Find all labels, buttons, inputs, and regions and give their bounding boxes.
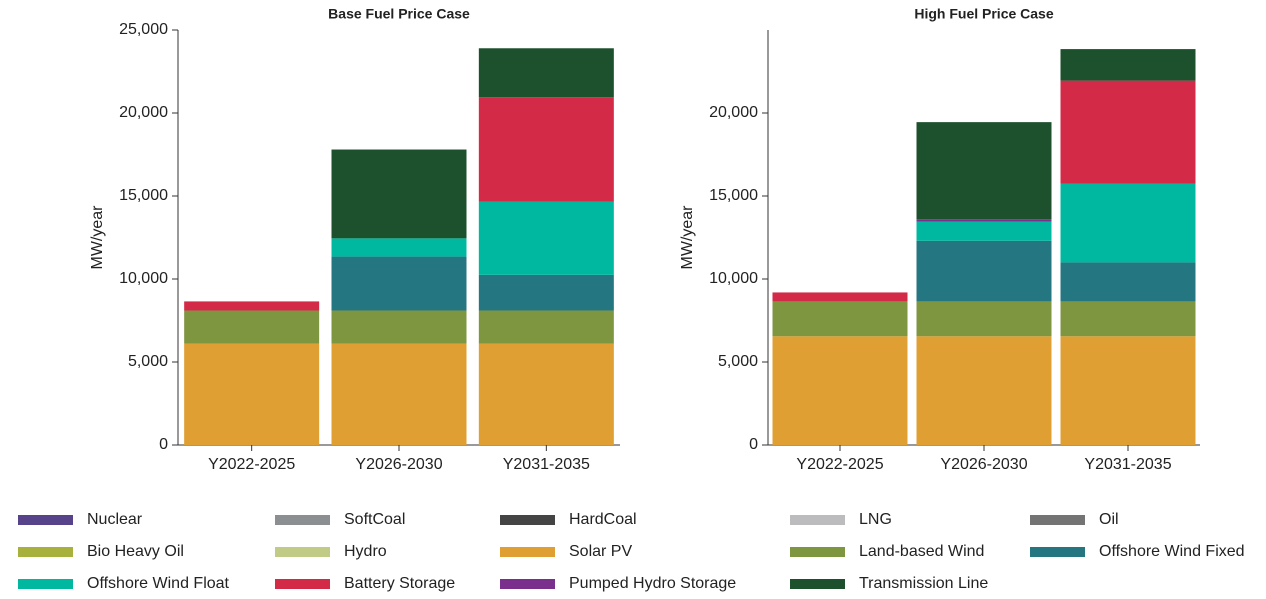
bar-segment — [184, 301, 320, 311]
legend-swatch — [790, 547, 845, 557]
legend-label: Solar PV — [569, 543, 632, 560]
y-tick-label: 20,000 — [119, 104, 168, 121]
legend-label: LNG — [859, 511, 892, 528]
y-tick-label: 5,000 — [128, 353, 168, 370]
bar-segment — [478, 201, 614, 275]
bar-segment — [916, 301, 1052, 337]
bar-segment — [916, 336, 1052, 445]
legend-label: Pumped Hydro Storage — [569, 575, 736, 592]
bar-segment — [331, 343, 467, 445]
legend-label: SoftCoal — [344, 511, 405, 528]
bar-segment — [331, 238, 467, 257]
y-axis-label: MW/year — [679, 205, 696, 270]
legend-swatch — [1030, 515, 1085, 525]
legend-label: HardCoal — [569, 511, 637, 528]
y-tick-label: 5,000 — [718, 353, 758, 370]
bar-segment — [772, 292, 908, 302]
bar-segment — [478, 48, 614, 98]
bar-segment — [331, 256, 467, 311]
legend-swatch — [275, 515, 330, 525]
x-tick-label: Y2022-2025 — [208, 456, 295, 473]
bar-segment — [916, 240, 1052, 302]
x-tick-label: Y2031-2035 — [503, 456, 590, 473]
legend-swatch — [18, 547, 73, 557]
y-tick-label: 0 — [749, 436, 758, 453]
y-axis-label: MW/year — [89, 205, 106, 270]
legend-swatch — [500, 547, 555, 557]
bar-segment — [916, 219, 1052, 222]
legend-label: Offshore Wind Float — [87, 575, 230, 592]
bar-segment — [772, 336, 908, 445]
y-tick-label: 0 — [159, 436, 168, 453]
legend-swatch — [1030, 547, 1085, 557]
bar-segment — [331, 310, 467, 344]
bar-segment — [1060, 49, 1196, 81]
y-tick-label: 15,000 — [119, 187, 168, 204]
chart-title: High Fuel Price Case — [914, 6, 1053, 22]
legend-label: Hydro — [344, 543, 387, 560]
legend-swatch — [500, 515, 555, 525]
legend-label: Bio Heavy Oil — [87, 543, 184, 560]
y-tick-label: 25,000 — [119, 21, 168, 38]
bar-segment — [1060, 336, 1196, 445]
y-tick-label: 15,000 — [709, 187, 758, 204]
legend-label: Battery Storage — [344, 575, 455, 592]
bar-segment — [1060, 183, 1196, 263]
bar-segment — [478, 274, 614, 311]
legend-swatch — [275, 547, 330, 557]
bar-segment — [1060, 80, 1196, 184]
bar-segment — [1060, 262, 1196, 302]
legend-swatch — [790, 515, 845, 525]
legend-label: Transmission Line — [859, 575, 988, 592]
legend-label: Nuclear — [87, 511, 143, 528]
bar-segment — [184, 343, 320, 445]
y-tick-label: 20,000 — [709, 104, 758, 121]
y-tick-label: 10,000 — [709, 270, 758, 287]
legend-swatch — [275, 579, 330, 589]
bar-segment — [916, 221, 1052, 241]
bar-segment — [772, 301, 908, 337]
legend-label: Offshore Wind Fixed — [1099, 543, 1245, 560]
bar-segment — [478, 310, 614, 344]
bar-segment — [184, 310, 320, 344]
bar-segment — [331, 149, 467, 239]
legend-swatch — [790, 579, 845, 589]
y-tick-label: 10,000 — [119, 270, 168, 287]
bar-segment — [478, 97, 614, 202]
x-tick-label: Y2026-2030 — [355, 456, 442, 473]
x-tick-label: Y2022-2025 — [796, 456, 883, 473]
legend-swatch — [500, 579, 555, 589]
chart-title: Base Fuel Price Case — [328, 6, 470, 22]
x-tick-label: Y2026-2030 — [940, 456, 1027, 473]
bar-segment — [916, 122, 1052, 220]
legend-swatch — [18, 515, 73, 525]
x-tick-label: Y2031-2035 — [1084, 456, 1171, 473]
legend-label: Oil — [1099, 511, 1119, 528]
legend-swatch — [18, 579, 73, 589]
bar-segment — [478, 343, 614, 445]
bar-segment — [1060, 301, 1196, 337]
legend-label: Land-based Wind — [859, 543, 984, 560]
